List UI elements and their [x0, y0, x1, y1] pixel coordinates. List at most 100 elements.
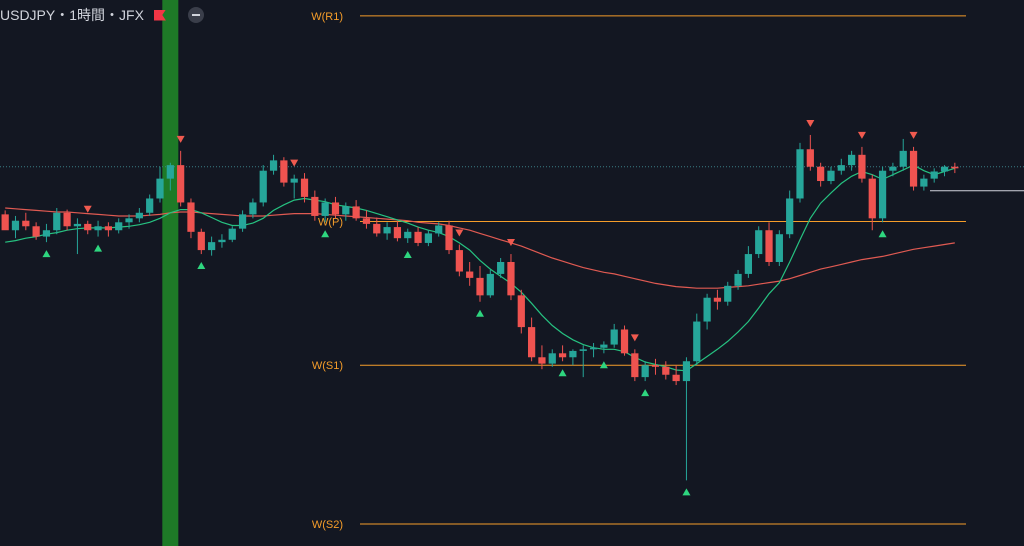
highlight-band [162, 0, 179, 546]
candle-body-21 [218, 239, 226, 243]
candle-body-24 [249, 202, 257, 215]
sell-signal-5 [290, 159, 299, 167]
candle-body-71 [734, 273, 742, 286]
candle-body-91 [940, 166, 949, 172]
candle-body-3 [32, 226, 40, 237]
candle-body-25 [259, 170, 267, 203]
candle-body-10 [104, 226, 112, 231]
candle-body-13 [135, 212, 143, 219]
candle-body-1 [11, 220, 20, 231]
buy-signal-12 [599, 361, 608, 369]
candle-body-46 [476, 277, 484, 296]
candle-body-70 [724, 285, 732, 302]
candle-body-69 [713, 297, 722, 302]
candle-body-68 [703, 297, 711, 322]
candle-body-47 [486, 273, 494, 296]
buy-signal-18 [878, 230, 887, 238]
candle-body-36 [373, 223, 381, 234]
buy-signal-4 [197, 262, 206, 270]
candle-body-48 [497, 262, 505, 274]
candle-body-35 [362, 218, 371, 224]
candle-body-57 [589, 347, 598, 350]
sell-signal-1 [83, 205, 92, 213]
candle-body-62 [641, 365, 649, 378]
candle-body-60 [620, 329, 629, 354]
candle-body-7 [73, 223, 82, 227]
ma-slow-line [5, 207, 955, 289]
candle-body-22 [228, 228, 236, 240]
candle-body-11 [115, 222, 123, 231]
buy-signal-2 [94, 244, 103, 252]
candle-body-33 [342, 206, 350, 215]
pivot-label-1: W(P) [318, 217, 343, 229]
candle-body-12 [125, 218, 133, 223]
candle-body-72 [744, 254, 752, 274]
candle-body-61 [631, 353, 639, 378]
candle-body-6 [63, 212, 71, 227]
buy-signal-11 [558, 369, 567, 377]
sell-signal-17 [857, 131, 866, 139]
candle-body-88 [909, 150, 918, 187]
buy-signal-15 [682, 488, 691, 496]
buy-signal-14 [641, 389, 650, 397]
candle-body-37 [383, 227, 391, 234]
candle-body-55 [569, 350, 577, 358]
sell-signal-16 [806, 119, 815, 127]
candle-body-9 [94, 226, 102, 231]
candle-body-29 [300, 178, 309, 197]
candle-body-89 [920, 178, 928, 187]
candle-body-34 [352, 206, 360, 219]
candle-body-81 [837, 165, 845, 171]
collapse-icon[interactable] [187, 7, 204, 23]
buy-signal-0 [42, 250, 51, 258]
buy-signal-6 [321, 230, 330, 238]
candle-body-78 [806, 149, 814, 167]
sell-signal-13 [630, 334, 639, 342]
candle-body-80 [827, 170, 835, 182]
candle-body-41 [424, 233, 432, 243]
candle-body-82 [848, 154, 856, 166]
candle-body-64 [662, 366, 670, 375]
pivot-label-3: W(S2) [312, 519, 343, 531]
candle-body-84 [868, 178, 876, 219]
candle-body-56 [579, 349, 587, 351]
candle-body-45 [466, 271, 474, 278]
flag-icon[interactable] [154, 10, 166, 21]
candle-body-76 [786, 198, 794, 235]
candle-body-32 [331, 202, 340, 215]
candle-body-92 [951, 166, 959, 169]
candle-body-65 [672, 374, 680, 382]
candle-body-40 [414, 231, 422, 243]
candle-body-15 [156, 178, 164, 199]
candle-body-73 [755, 230, 763, 255]
candle-body-58 [600, 344, 608, 348]
candle-body-14 [146, 198, 154, 213]
candle-body-43 [445, 225, 453, 251]
candle-body-75 [775, 234, 783, 262]
candle-body-59 [610, 329, 618, 345]
buy-signal-7 [403, 250, 412, 258]
candle-body-87 [899, 150, 907, 167]
candle-body-49 [507, 262, 515, 296]
candle-body-39 [404, 231, 412, 239]
candle-body-5 [53, 212, 61, 231]
candle-body-74 [765, 230, 773, 262]
ma-fast-line [5, 164, 955, 372]
candle-body-2 [22, 220, 30, 227]
pivot-label-2: W(S1) [312, 360, 343, 372]
sell-signal-8 [455, 229, 464, 237]
sell-signal-3 [176, 135, 185, 143]
sell-signal-10 [506, 239, 515, 247]
candle-body-18 [187, 202, 195, 232]
candle-body-26 [269, 160, 278, 171]
candle-body-63 [651, 365, 660, 367]
candle-body-67 [693, 321, 701, 362]
candle-body-8 [84, 223, 92, 231]
candle-body-19 [197, 231, 205, 251]
symbol-title[interactable]: USDJPY・1時間・JFX [0, 7, 144, 23]
candle-body-23 [238, 214, 247, 229]
candle-body-53 [548, 353, 556, 364]
candle-body-52 [538, 357, 546, 364]
candle-body-20 [208, 242, 216, 251]
